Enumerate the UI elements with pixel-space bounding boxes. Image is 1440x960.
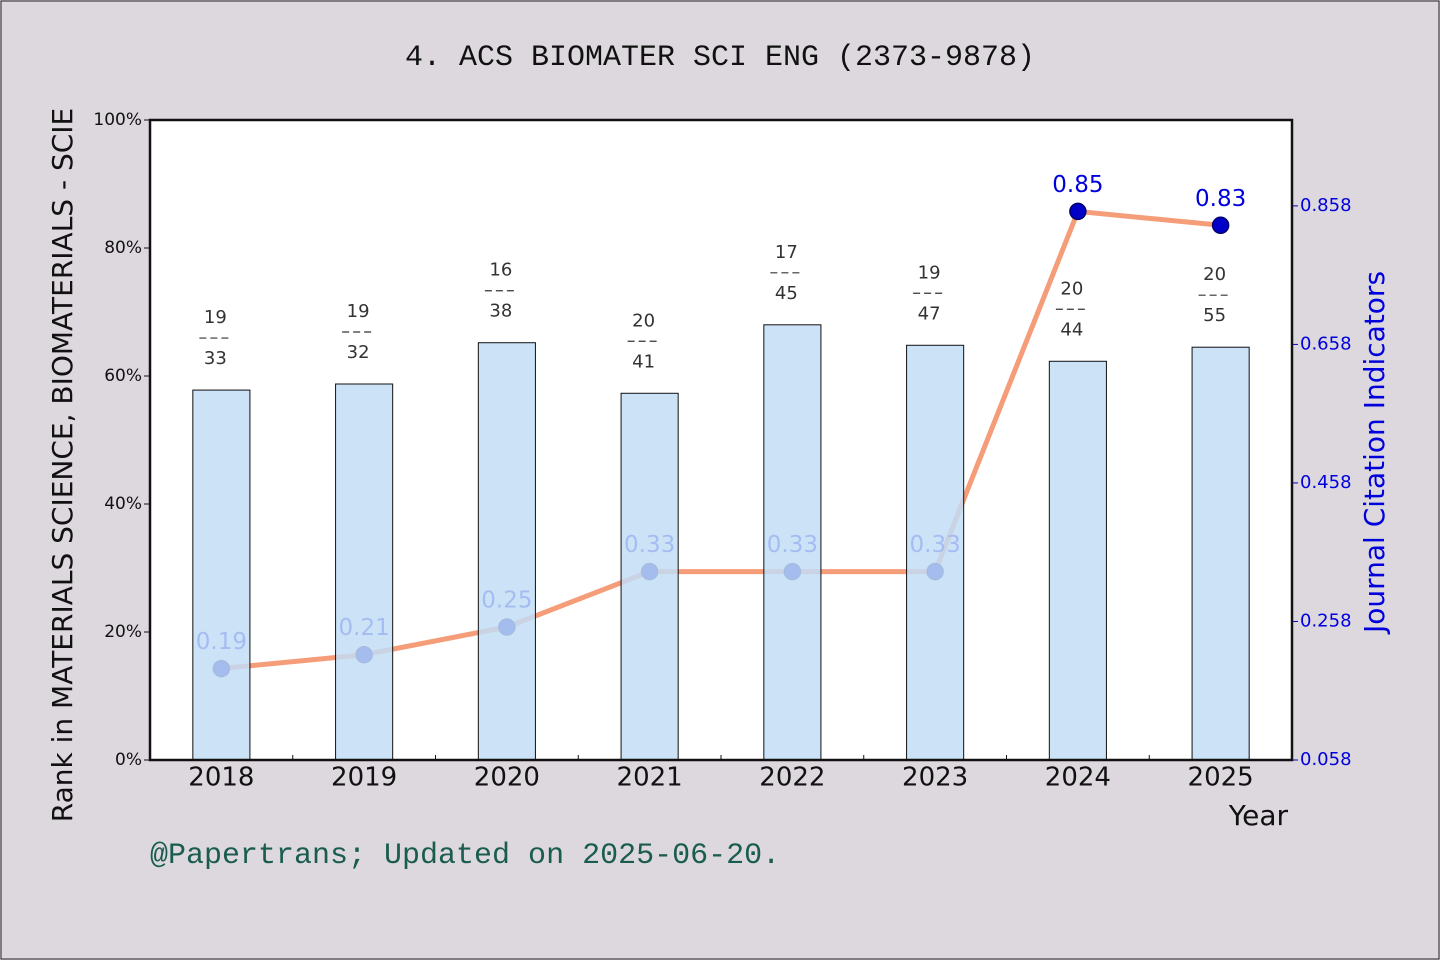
footnote: @Papertrans; Updated on 2025-06-20.: [150, 839, 780, 873]
chart-title: 4. ACS BIOMATER SCI ENG (2373-9878): [405, 41, 1035, 75]
y-tick-label: 100%: [93, 110, 142, 130]
rank-label: 20: [632, 310, 655, 331]
x-tick-label: 2022: [759, 763, 825, 793]
bar: [620, 392, 679, 761]
y-tick-label: 40%: [104, 494, 142, 514]
rank-label: 17: [775, 242, 798, 263]
total-label: 33: [204, 348, 227, 369]
rank-label: 20: [1203, 264, 1226, 285]
x-tick-label: 2021: [617, 763, 683, 793]
bar: [192, 389, 251, 761]
rank-label: 19: [918, 262, 941, 283]
point: [1069, 202, 1087, 221]
rank-label: 16: [489, 260, 512, 281]
point-label: 0.85: [1052, 172, 1103, 198]
bar: [906, 344, 965, 761]
y-tick-label: 60%: [104, 366, 142, 386]
rank-label: 19: [347, 301, 370, 322]
point-label: 0.83: [1195, 186, 1246, 212]
x-tick-label: 2023: [902, 763, 968, 793]
bar: [1191, 346, 1250, 761]
y2-tick-label: 0.458: [1300, 472, 1352, 493]
bar: [335, 383, 394, 761]
bar: [1048, 360, 1107, 761]
y-tick-label: 80%: [104, 238, 142, 258]
y2-tick-label: 0.858: [1300, 195, 1352, 216]
x-tick-label: 2025: [1188, 763, 1254, 793]
y2-axis-label: Journal Citation Indicators: [1358, 271, 1391, 635]
bar: [477, 342, 536, 761]
x-tick-label: 2019: [331, 763, 397, 793]
total-label: 45: [775, 283, 798, 304]
point: [1211, 216, 1230, 235]
x-tick-label: 2020: [474, 763, 540, 793]
y-tick-label: 20%: [104, 622, 142, 642]
y-tick-label: 0%: [115, 750, 142, 770]
y2-tick-label: 0.658: [1300, 333, 1352, 354]
total-label: 38: [489, 301, 512, 322]
x-tick-label: 2018: [188, 763, 254, 793]
total-label: 47: [918, 303, 941, 324]
y2-tick-label: 0.058: [1300, 749, 1352, 770]
total-label: 55: [1203, 305, 1226, 326]
y-axis-label: Rank in MATERIALS SCIENCE, BIOMATERIALS …: [46, 108, 79, 822]
x-tick-label: 2024: [1045, 763, 1111, 793]
total-label: 32: [347, 342, 370, 363]
bar: [763, 324, 822, 761]
rank-label: 19: [204, 307, 227, 328]
rank-label: 20: [1060, 278, 1083, 299]
x-axis-label: Year: [1228, 799, 1289, 832]
total-label: 41: [632, 351, 655, 372]
total-label: 44: [1060, 319, 1083, 340]
plot-border: [148, 118, 1294, 762]
y2-tick-label: 0.258: [1300, 610, 1352, 631]
